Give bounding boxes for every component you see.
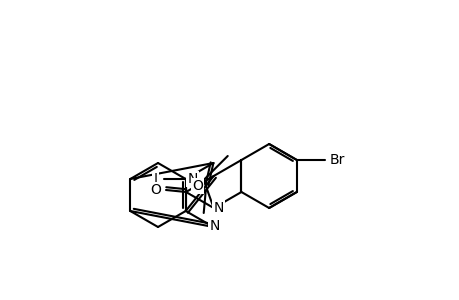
- Text: N: N: [187, 172, 197, 186]
- Text: Br: Br: [329, 153, 344, 167]
- Text: O: O: [150, 183, 161, 197]
- Text: I: I: [153, 172, 157, 186]
- Text: O: O: [191, 179, 202, 193]
- Text: N: N: [209, 219, 219, 233]
- Text: N: N: [213, 201, 224, 215]
